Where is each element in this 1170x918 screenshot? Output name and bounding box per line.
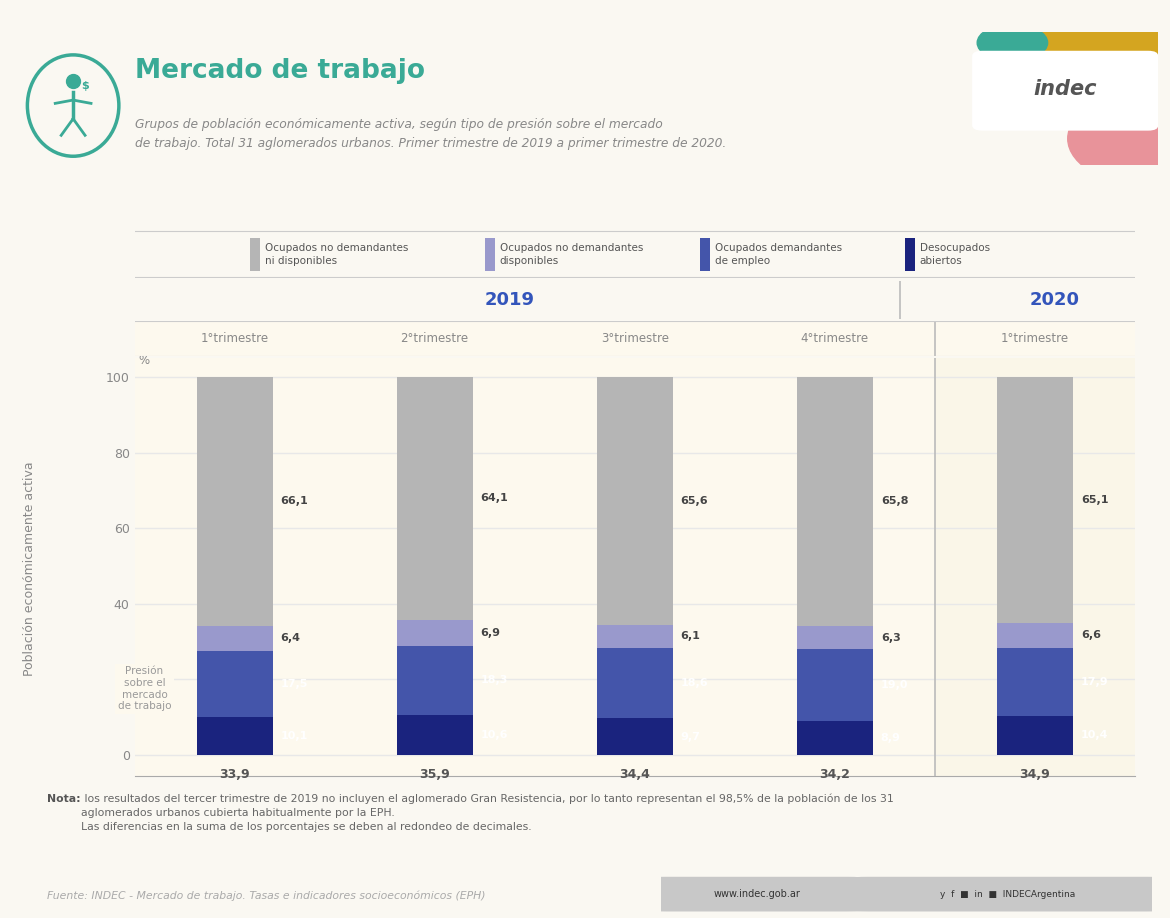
Text: 65,1: 65,1 xyxy=(1081,495,1108,505)
Text: 1°trimestre: 1°trimestre xyxy=(1000,332,1069,345)
Bar xyxy=(397,377,473,620)
Bar xyxy=(997,648,1073,716)
Text: Desocupados
abiertos: Desocupados abiertos xyxy=(920,242,990,266)
Bar xyxy=(904,238,915,271)
Text: 6,1: 6,1 xyxy=(681,632,701,642)
Text: 2019: 2019 xyxy=(484,291,535,309)
Bar xyxy=(997,716,1073,755)
Text: 65,8: 65,8 xyxy=(881,497,908,507)
Text: 10,1: 10,1 xyxy=(281,731,308,741)
Bar xyxy=(735,358,935,776)
Text: 34,4: 34,4 xyxy=(619,768,651,781)
Bar xyxy=(397,620,473,645)
Text: 10,4: 10,4 xyxy=(1081,730,1108,740)
Text: 35,9: 35,9 xyxy=(419,768,450,781)
Bar xyxy=(535,358,735,776)
Text: 33,9: 33,9 xyxy=(219,768,250,781)
Bar xyxy=(997,623,1073,648)
Bar xyxy=(397,715,473,755)
Bar xyxy=(135,321,935,356)
Text: Ocupados no demandantes
ni disponibles: Ocupados no demandantes ni disponibles xyxy=(264,242,408,266)
Text: 34,2: 34,2 xyxy=(819,768,851,781)
Text: 18,3: 18,3 xyxy=(481,676,508,685)
Text: Ocupados demandantes
de empleo: Ocupados demandantes de empleo xyxy=(715,242,842,266)
Circle shape xyxy=(977,24,1047,62)
Bar xyxy=(935,321,1135,356)
Bar xyxy=(797,649,873,722)
Text: 34,9: 34,9 xyxy=(1019,768,1051,781)
Text: y  f  ■  in  ■  INDECArgentina: y f ■ in ■ INDECArgentina xyxy=(940,890,1075,899)
Text: 2020: 2020 xyxy=(1030,291,1080,309)
Bar xyxy=(997,377,1073,623)
Bar xyxy=(397,645,473,715)
Text: indec: indec xyxy=(1033,79,1097,99)
Text: 6,4: 6,4 xyxy=(281,633,301,644)
Bar xyxy=(797,722,873,755)
Text: Presión
sobre el
mercado
de trabajo: Presión sobre el mercado de trabajo xyxy=(118,666,171,711)
Text: los resultados del tercer trimestre de 2019 no incluyen el aglomerado Gran Resis: los resultados del tercer trimestre de 2… xyxy=(81,794,894,833)
Text: 66,1: 66,1 xyxy=(281,497,309,507)
Text: 8,9: 8,9 xyxy=(881,733,901,743)
Bar xyxy=(597,625,673,648)
FancyBboxPatch shape xyxy=(853,877,1162,912)
Text: 9,7: 9,7 xyxy=(681,732,701,742)
Bar xyxy=(700,238,710,271)
Text: Nota:: Nota: xyxy=(47,794,81,804)
Text: Fuente: INDEC - Mercado de trabajo. Tasas e indicadores socioeconómicos (EPH): Fuente: INDEC - Mercado de trabajo. Tasa… xyxy=(47,890,486,901)
Text: 2°trimestre: 2°trimestre xyxy=(400,332,469,345)
Text: 6,9: 6,9 xyxy=(481,628,501,638)
Text: 17,5: 17,5 xyxy=(281,678,308,688)
Text: 1°trimestre: 1°trimestre xyxy=(200,332,269,345)
Bar xyxy=(197,626,273,651)
Text: 4°trimestre: 4°trimestre xyxy=(800,332,869,345)
Bar xyxy=(797,377,873,626)
Bar xyxy=(249,238,260,271)
FancyBboxPatch shape xyxy=(972,50,1158,130)
FancyBboxPatch shape xyxy=(652,877,862,912)
Text: Ocupados no demandantes
disponibles: Ocupados no demandantes disponibles xyxy=(500,242,644,266)
Bar xyxy=(335,358,535,776)
Text: 3°trimestre: 3°trimestre xyxy=(600,332,669,345)
Circle shape xyxy=(997,18,1170,130)
Text: 19,0: 19,0 xyxy=(881,680,908,690)
Text: %: % xyxy=(138,354,150,367)
Bar xyxy=(597,648,673,718)
Bar xyxy=(135,358,335,776)
Text: 17,9: 17,9 xyxy=(1081,677,1108,687)
Text: $: $ xyxy=(81,81,89,91)
Bar xyxy=(484,238,495,271)
Text: 65,6: 65,6 xyxy=(681,496,708,506)
Text: 18,6: 18,6 xyxy=(681,678,708,688)
Bar xyxy=(797,626,873,649)
Bar xyxy=(597,377,673,625)
Text: Mercado de trabajo: Mercado de trabajo xyxy=(135,59,425,84)
Text: 10,6: 10,6 xyxy=(481,730,508,740)
Text: 64,1: 64,1 xyxy=(481,494,509,503)
Bar xyxy=(935,358,1135,776)
Text: 6,6: 6,6 xyxy=(1081,631,1101,641)
Text: www.indec.gob.ar: www.indec.gob.ar xyxy=(714,890,800,899)
Text: Población económicamente activa: Población económicamente activa xyxy=(22,462,36,677)
Bar xyxy=(197,376,273,626)
Circle shape xyxy=(1068,88,1170,189)
Bar xyxy=(597,718,673,755)
Text: Grupos de población económicamente activa, según tipo de presión sobre el mercad: Grupos de población económicamente activ… xyxy=(135,118,725,150)
Bar xyxy=(197,717,273,755)
Bar xyxy=(197,651,273,717)
Text: 6,3: 6,3 xyxy=(881,633,901,643)
